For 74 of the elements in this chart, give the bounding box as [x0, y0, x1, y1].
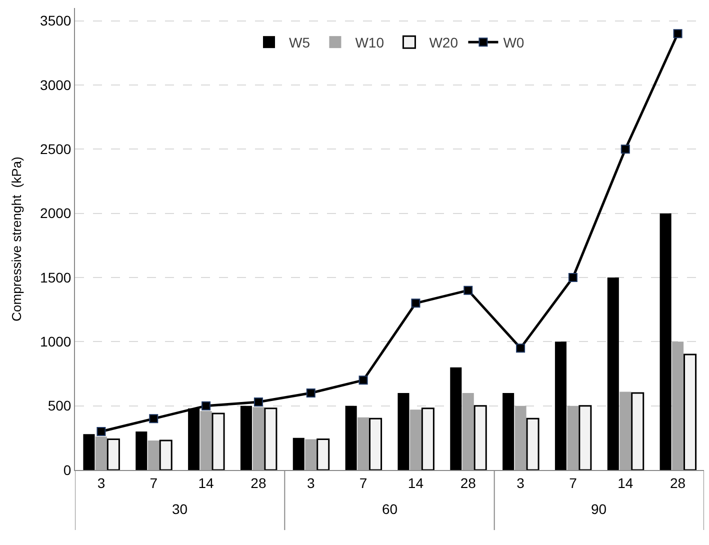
bar — [578, 405, 592, 470]
bar — [292, 438, 304, 470]
x-tick-label: 7 — [150, 474, 158, 491]
bar — [358, 417, 370, 470]
bar — [212, 412, 225, 470]
point — [96, 427, 106, 436]
bar — [567, 406, 579, 470]
bar — [159, 440, 172, 470]
point — [149, 414, 158, 424]
point — [254, 397, 263, 406]
y-tick-label: 2000 — [40, 205, 72, 222]
bar — [514, 406, 526, 470]
bar — [106, 438, 120, 470]
bar — [95, 436, 107, 470]
bar — [398, 393, 410, 470]
point — [673, 29, 682, 38]
bar — [421, 408, 434, 470]
bar — [369, 418, 382, 470]
bar — [148, 440, 160, 470]
legend-label: W20 — [429, 34, 458, 51]
point — [516, 344, 526, 353]
x-tick-label: 28 — [460, 474, 476, 491]
legend-label: W0 — [503, 34, 524, 51]
y-tick-label: 3500 — [40, 12, 72, 29]
text: 60 — [382, 501, 398, 517]
bar — [462, 393, 474, 470]
legend-label: W5 — [289, 34, 310, 51]
bar — [502, 393, 514, 470]
bar — [631, 392, 644, 470]
y-tick-label: 500 — [48, 398, 72, 414]
x-tick-label: 7 — [569, 474, 578, 491]
bar — [607, 278, 619, 470]
x-tick-label: 28 — [670, 474, 686, 491]
bar — [345, 406, 357, 470]
bar — [200, 410, 212, 470]
bar — [410, 410, 422, 470]
text: 90 — [591, 501, 607, 517]
y-tick-label: 0 — [63, 462, 72, 478]
y-tick-label: 2500 — [40, 141, 72, 158]
text: 30 — [172, 501, 188, 517]
bar — [305, 439, 317, 470]
y-axis-title: Compressive strenght (kPa) — [8, 156, 24, 322]
bar — [554, 342, 566, 470]
point — [411, 298, 420, 308]
bar — [136, 432, 148, 470]
legend-label: W10 — [355, 34, 384, 51]
point — [464, 286, 473, 295]
point — [620, 144, 630, 154]
x-tick-label: 3 — [306, 474, 315, 491]
point — [306, 388, 316, 398]
bar — [526, 418, 540, 470]
bar — [83, 434, 95, 470]
x-tick-label: 3 — [516, 474, 525, 491]
x-tick-label: 28 — [250, 474, 266, 491]
bar — [672, 342, 684, 470]
bar — [264, 408, 278, 470]
point — [202, 401, 211, 410]
x-tick-label: 3 — [97, 474, 106, 491]
y-tick-label: 1500 — [40, 269, 72, 286]
x-tick-label: 14 — [198, 474, 214, 491]
bar — [252, 407, 264, 470]
y-tick-label: 3000 — [40, 76, 72, 93]
y-tick-label: 1000 — [40, 334, 72, 350]
x-tick-label: 7 — [359, 474, 368, 491]
bar — [684, 354, 697, 470]
bar — [620, 392, 632, 470]
point — [568, 273, 578, 282]
bar — [316, 438, 330, 470]
bar — [660, 213, 672, 470]
x-tick-label: 14 — [408, 474, 424, 491]
x-tick-label: 14 — [618, 474, 634, 491]
bar — [450, 367, 462, 470]
bar — [474, 405, 487, 470]
point — [358, 376, 368, 385]
